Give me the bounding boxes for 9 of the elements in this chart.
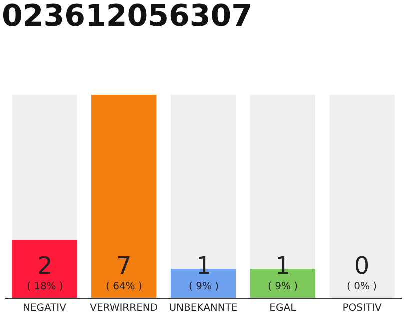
x-tick-label: EGAL [270, 303, 297, 314]
data-label: 7 ( 64% ) [106, 252, 142, 293]
x-tick-label: VERWIRREND [90, 303, 158, 314]
x-tick-label: NEGATIV [22, 303, 67, 314]
data-label: 2 ( 18% ) [27, 252, 64, 293]
x-tick-label: UNBEKANNTE [169, 303, 238, 314]
data-label: 0 ( 0% ) [347, 252, 378, 293]
chart-title: 023612056307 [2, 0, 253, 34]
x-tick-label: POSITIV [342, 303, 382, 314]
